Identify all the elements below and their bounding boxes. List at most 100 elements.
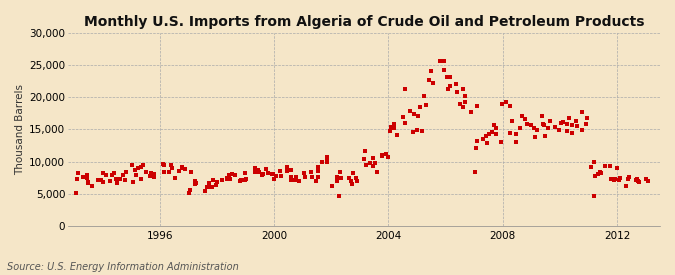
Point xyxy=(482,141,493,145)
Point xyxy=(562,129,572,133)
Point xyxy=(148,174,159,179)
Point xyxy=(263,171,273,175)
Point xyxy=(184,188,195,192)
Point xyxy=(408,130,418,134)
Point xyxy=(521,122,532,127)
Point xyxy=(537,113,547,118)
Point xyxy=(581,116,592,120)
Point xyxy=(388,126,399,130)
Point xyxy=(370,160,381,165)
Point xyxy=(223,173,234,177)
Point xyxy=(589,160,599,164)
Point xyxy=(93,178,104,182)
Point xyxy=(413,114,424,118)
Point xyxy=(526,123,537,128)
Point xyxy=(630,178,641,182)
Point xyxy=(411,128,422,132)
Point xyxy=(537,122,548,127)
Point xyxy=(202,185,213,189)
Point xyxy=(383,155,394,160)
Point xyxy=(221,175,232,180)
Point xyxy=(82,176,92,180)
Point xyxy=(491,132,502,136)
Point xyxy=(163,170,174,174)
Point xyxy=(82,179,93,184)
Point xyxy=(73,171,84,175)
Point xyxy=(408,112,419,116)
Point xyxy=(593,172,603,176)
Point xyxy=(305,169,316,174)
Point xyxy=(221,177,232,181)
Point xyxy=(612,166,622,170)
Point xyxy=(450,82,461,86)
Point xyxy=(571,119,582,123)
Point xyxy=(177,166,188,170)
Point xyxy=(207,185,217,189)
Point xyxy=(82,173,93,178)
Point xyxy=(358,157,369,161)
Point xyxy=(346,179,356,183)
Point xyxy=(249,170,260,174)
Point xyxy=(250,166,261,170)
Point xyxy=(519,117,530,121)
Point xyxy=(471,103,482,108)
Point xyxy=(539,123,549,127)
Point xyxy=(400,121,411,126)
Point xyxy=(554,128,564,133)
Point xyxy=(347,182,358,186)
Point xyxy=(109,171,119,175)
Point xyxy=(371,170,382,174)
Point xyxy=(424,78,435,82)
Point xyxy=(306,175,317,179)
Point xyxy=(180,166,190,171)
Point xyxy=(445,75,456,79)
Point xyxy=(184,191,194,196)
Point xyxy=(483,132,494,136)
Point xyxy=(426,69,437,73)
Point xyxy=(71,191,82,196)
Point xyxy=(212,180,223,184)
Point xyxy=(327,183,338,188)
Point xyxy=(207,177,218,182)
Point xyxy=(400,87,410,91)
Point xyxy=(614,177,625,182)
Point xyxy=(389,122,400,126)
Point xyxy=(117,173,128,177)
Point xyxy=(120,178,131,182)
Point xyxy=(343,176,354,180)
Point xyxy=(360,163,371,167)
Point xyxy=(624,175,634,179)
Point xyxy=(141,169,152,174)
Point xyxy=(115,177,126,181)
Point xyxy=(333,194,344,198)
Point xyxy=(189,182,200,186)
Point xyxy=(191,181,202,186)
Point xyxy=(317,160,327,164)
Point xyxy=(230,172,241,177)
Point xyxy=(267,172,278,176)
Point xyxy=(586,165,597,169)
Point xyxy=(286,175,296,179)
Point xyxy=(605,177,616,181)
Point xyxy=(632,177,643,181)
Point xyxy=(335,170,346,175)
Point xyxy=(275,169,286,174)
Point xyxy=(622,177,633,181)
Point xyxy=(110,177,121,181)
Point xyxy=(321,160,332,164)
Point xyxy=(414,104,425,109)
Point xyxy=(270,174,281,178)
Point xyxy=(291,175,302,179)
Point xyxy=(157,162,168,167)
Point xyxy=(105,179,115,183)
Point xyxy=(478,137,489,141)
Point xyxy=(133,166,144,170)
Point xyxy=(458,104,469,109)
Point xyxy=(186,170,196,174)
Point xyxy=(235,178,246,183)
Point xyxy=(588,194,599,198)
Point xyxy=(130,173,141,177)
Point xyxy=(405,109,416,113)
Point xyxy=(566,123,577,127)
Point xyxy=(452,89,463,94)
